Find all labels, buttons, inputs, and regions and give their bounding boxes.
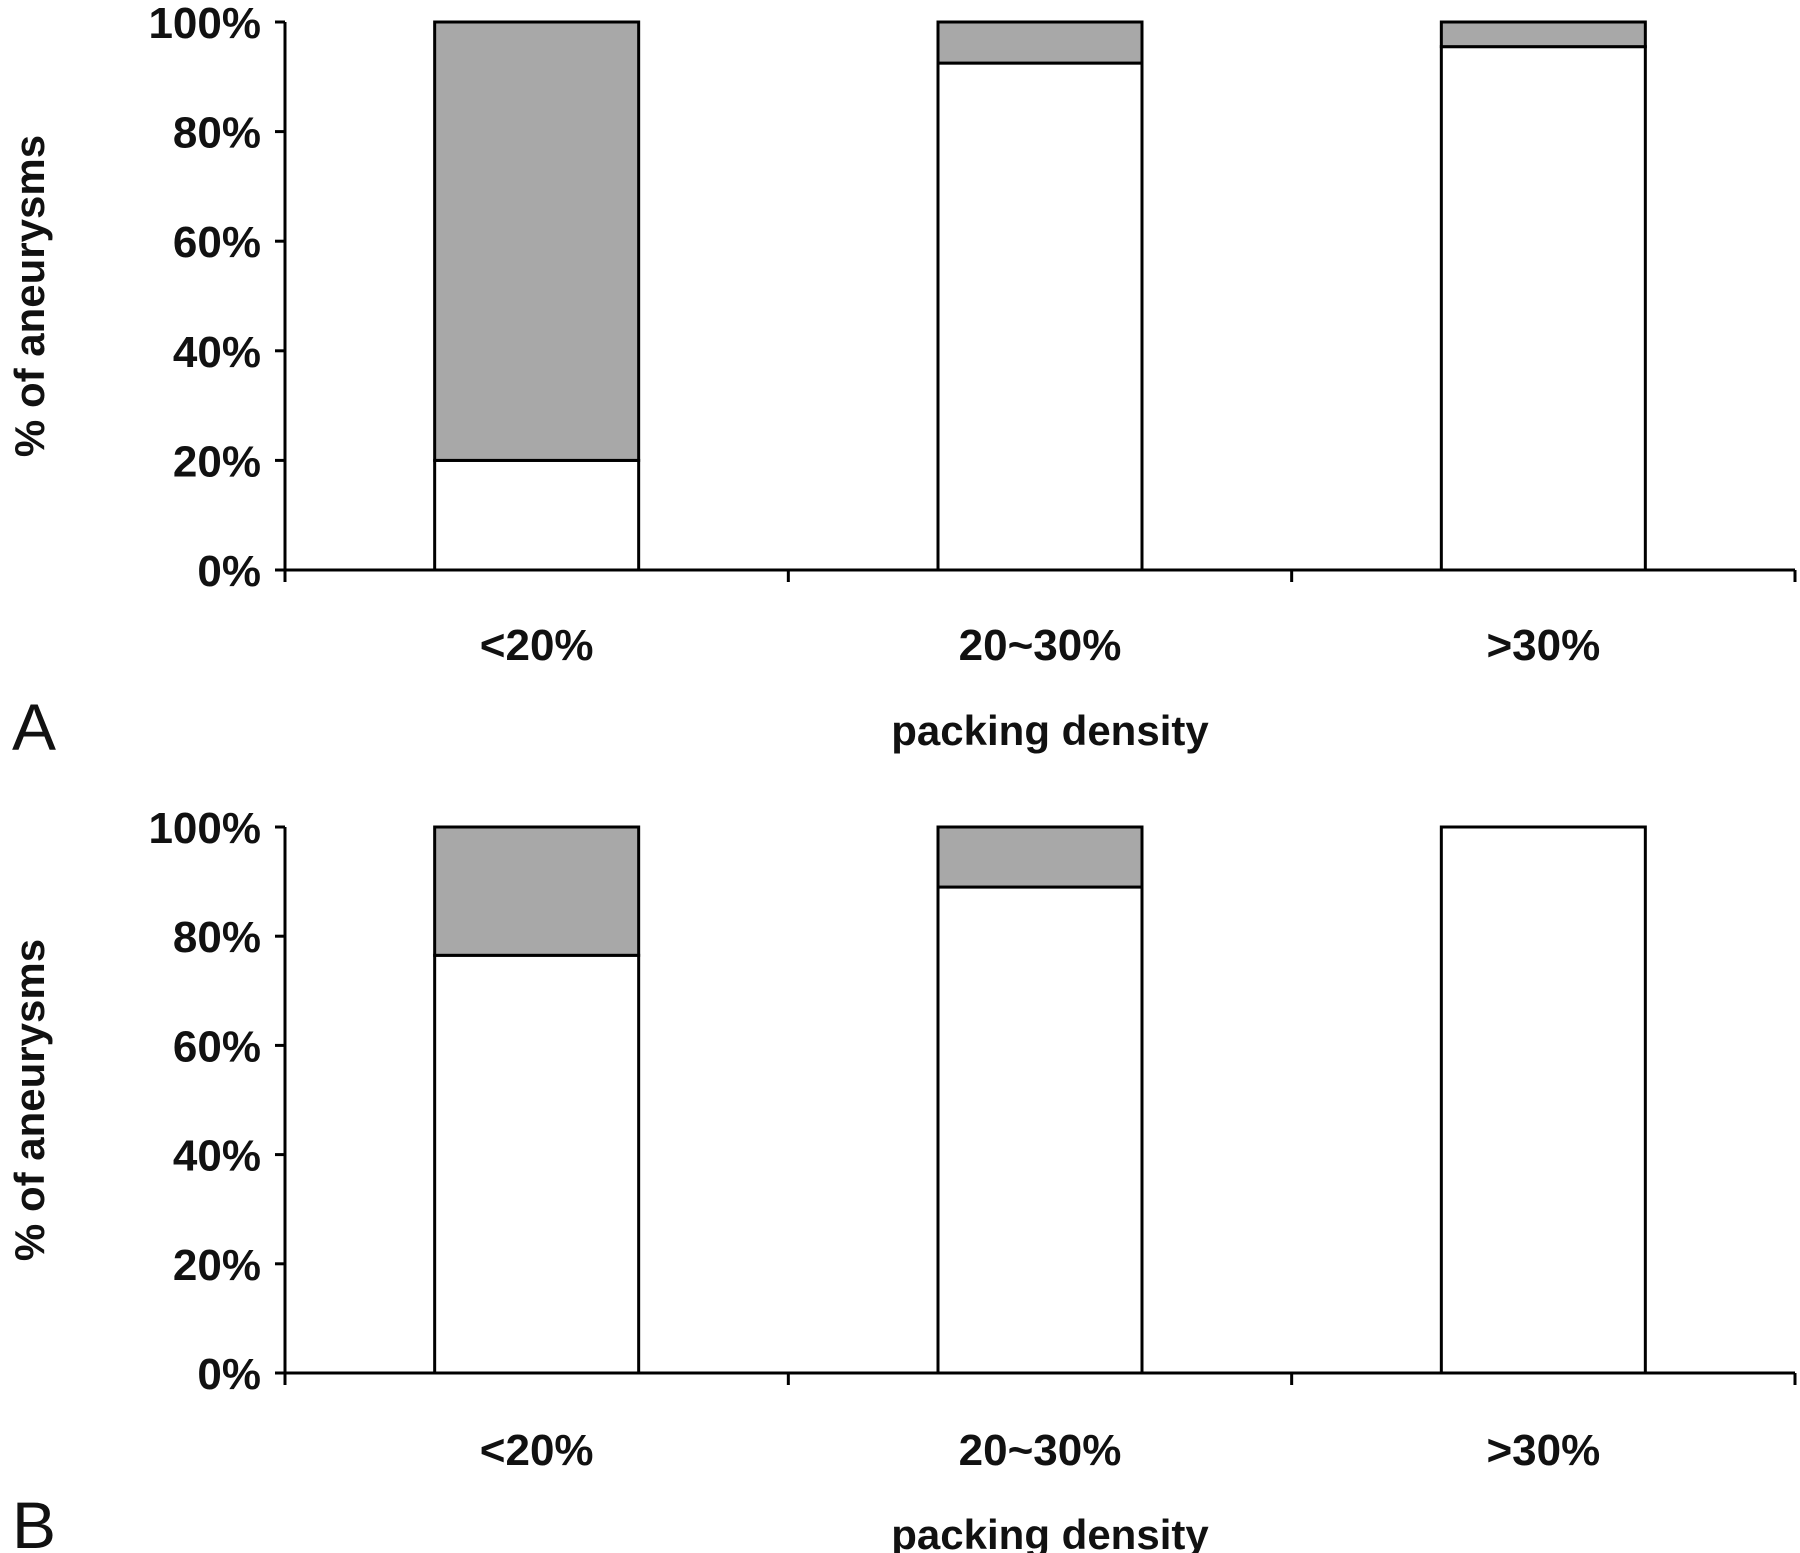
y-axis-label: % of aneurysms	[6, 135, 53, 457]
panel-letter: B	[12, 1488, 56, 1553]
x-axis-label: packing density	[891, 707, 1209, 754]
bar-gray-segment	[936, 825, 1144, 889]
bar-white-segment	[936, 885, 1144, 1375]
x-tick-label: 20~30%	[959, 621, 1122, 670]
y-tick-label: 20%	[173, 437, 261, 486]
panel-a: % of aneurysms packing density A 0% 20% 40…	[6, 0, 1797, 764]
panel-letter: A	[12, 690, 56, 764]
bar-gray-segment	[433, 825, 641, 957]
y-tick-label: 80%	[173, 109, 261, 158]
x-axis-label: packing density	[891, 1511, 1209, 1553]
y-tick-label: 40%	[173, 328, 261, 377]
bar-gray-segment	[1439, 20, 1647, 49]
bar-gray-segment	[433, 20, 641, 462]
y-tick-label: 0%	[197, 547, 261, 596]
y-tick-label: 100%	[148, 804, 261, 853]
x-tick-label: 20~30%	[959, 1426, 1122, 1475]
y-tick-label: 100%	[148, 0, 261, 48]
y-tick-label: 60%	[173, 1022, 261, 1071]
panel-b: % of aneurysms packing density B 0% 20% 40…	[6, 804, 1797, 1553]
bar-white-segment	[936, 61, 1144, 572]
y-tick-label: 0%	[197, 1350, 261, 1399]
bar-white-segment	[433, 953, 641, 1375]
x-tick-label: <20%	[480, 1426, 594, 1475]
y-axis-label: % of aneurysms	[6, 939, 53, 1261]
x-tick-label: >30%	[1486, 1426, 1600, 1475]
bar-white-segment	[433, 458, 641, 572]
x-tick-label: >30%	[1486, 621, 1600, 670]
y-tick-label: 20%	[173, 1241, 261, 1290]
bar-gray-segment	[936, 20, 1144, 65]
y-tick-label: 80%	[173, 913, 261, 962]
y-tick-label: 40%	[173, 1132, 261, 1181]
y-tick-label: 60%	[173, 218, 261, 267]
bar-white-segment	[1439, 45, 1647, 572]
x-tick-label: <20%	[480, 621, 594, 670]
bar-white-segment	[1439, 825, 1647, 1375]
